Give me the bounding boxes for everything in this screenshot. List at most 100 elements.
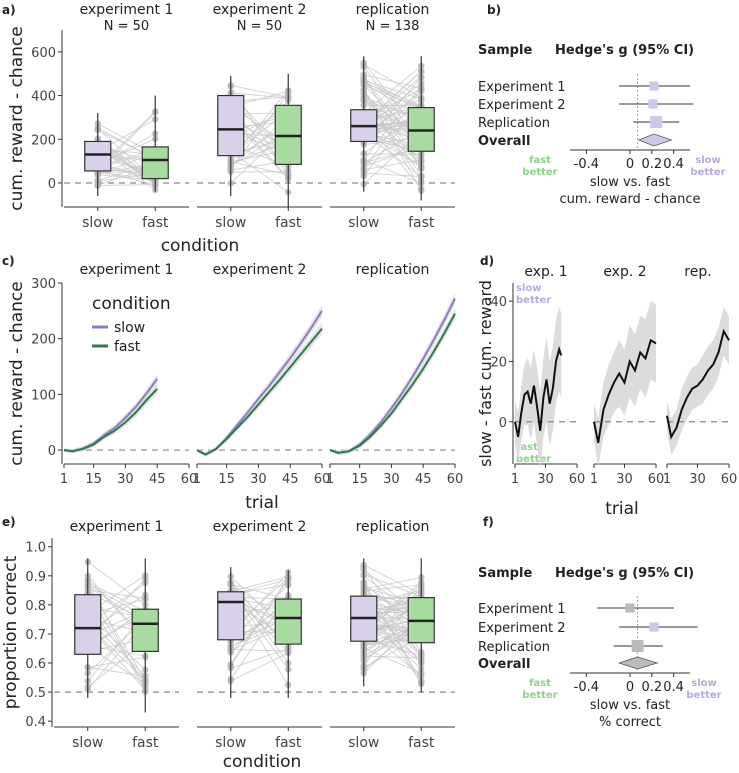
facet: exp. 2 1 30 60	[590, 264, 664, 487]
x-tick-label: 0.4	[663, 680, 684, 695]
subject-line	[363, 81, 422, 111]
y-tick-label: 0.9	[25, 570, 46, 585]
panel-b-reward-forest: b) Sample Hedge's g (95% CI) Experiment 1 Ex…	[478, 3, 726, 207]
box-fast	[131, 608, 159, 653]
panel-f-accuracy-forest: f) Sample Hedge's g (95% CI) Experiment 1 Ex…	[478, 515, 722, 730]
x-tick-label: 15	[85, 472, 102, 487]
y-axis-label: cum. reward - chance	[7, 281, 27, 465]
y-tick-label: 200	[31, 333, 56, 348]
difference-line	[593, 338, 657, 444]
x-tick-label: 1	[326, 472, 334, 487]
series-line-slow	[329, 298, 456, 454]
overall-diamond	[637, 133, 673, 147]
facet-n-label: N = 138	[366, 19, 420, 34]
facet-title: experiment 2	[213, 2, 307, 18]
facet-title: replication	[356, 262, 430, 278]
effect-square	[648, 99, 658, 109]
facet: rep. 1 30 60	[663, 264, 737, 487]
x-tick-label: slow	[72, 735, 103, 751]
series-line-fast	[63, 388, 158, 453]
fast-better-note: fast	[529, 678, 551, 689]
y-tick-label: 400	[31, 90, 56, 105]
subject-line	[87, 589, 146, 599]
facet-n-label: N = 50	[104, 19, 149, 34]
x-tick-label: fast	[408, 215, 435, 231]
subject-line	[230, 576, 289, 592]
ci-ribbon-slow	[330, 292, 455, 455]
facet-title: experiment 1	[70, 519, 164, 535]
slow-better-note: better	[686, 690, 721, 701]
facet: experiment 2 1 15 30 45 60	[193, 262, 330, 487]
x-axis-label: condition	[223, 752, 302, 772]
legend: condition slow fast	[92, 294, 171, 355]
x-axis-label: slow vs. fast	[590, 175, 670, 190]
facet: replication slow fast	[330, 519, 455, 751]
slow-better-note: slow	[695, 155, 721, 166]
subject-line	[363, 74, 422, 89]
x-tick-label: fast	[132, 735, 159, 751]
subject-line	[87, 656, 146, 668]
x-tick-label: slow	[348, 735, 379, 751]
x-tick-label: 0.4	[663, 157, 684, 172]
x-tick-label: -0.4	[574, 157, 599, 172]
x-tick-label: 60	[721, 472, 738, 487]
facet: experiment 1N = 50 slow fast	[64, 2, 189, 231]
y-axis-label: proportion correct	[1, 555, 21, 709]
y-tick-label: 0.7	[25, 628, 46, 643]
y-tick-label: 600	[31, 46, 56, 61]
header-sample: Sample	[478, 43, 532, 58]
x-tick-label: 60	[181, 472, 198, 487]
x-tick-label: 1	[193, 472, 201, 487]
facet-n-label: N = 50	[237, 19, 282, 34]
panel-label: c)	[2, 254, 15, 268]
subject-line	[363, 89, 422, 191]
facet: exp. 1 1 30 60	[511, 264, 585, 487]
subject-line	[230, 576, 289, 665]
slow-better-note: better	[690, 167, 725, 178]
facet-title: experiment 2	[213, 262, 307, 278]
panel-a-reward-boxplots: 0 200 400 600 cum. reward - chance condition a…	[2, 2, 455, 256]
x-tick-label: 30	[689, 472, 706, 487]
panel-label: f)	[483, 515, 494, 529]
study-label: Replication	[478, 116, 550, 131]
subject-line	[363, 576, 422, 590]
x-tick-label: 1	[60, 472, 68, 487]
effect-square	[650, 116, 663, 128]
subject-line	[230, 92, 289, 99]
y-tick-label: 200	[31, 133, 56, 148]
study-label: Replication	[478, 640, 550, 655]
overall-label: Overall	[478, 657, 530, 672]
x-tick-label: 30	[537, 472, 554, 487]
legend-title: condition	[92, 294, 171, 314]
x-tick-label: slow	[215, 215, 246, 231]
facet-title: replication	[356, 519, 430, 535]
header-effect: Hedge's g (95% CI)	[555, 566, 694, 581]
x-tick-label: 60	[648, 472, 665, 487]
x-axis-label: trial	[605, 499, 639, 519]
panel-label: e)	[2, 515, 16, 529]
facet: experiment 2 slow fast	[197, 519, 322, 751]
facet: replication 1 15 30 45 60	[326, 262, 463, 487]
ci-ribbon	[515, 307, 562, 471]
x-tick-label: fast	[275, 735, 302, 751]
fast-better-note: better	[522, 167, 557, 178]
difference-line	[514, 345, 563, 438]
subject-line	[230, 84, 289, 98]
study-label: Experiment 1	[478, 602, 566, 617]
y-tick-label: 20	[490, 355, 507, 370]
x-axis-label: condition	[161, 236, 240, 256]
ci-ribbon-slow	[64, 374, 158, 454]
x-tick-label: 60	[314, 472, 331, 487]
box-slow	[217, 591, 245, 641]
effect-square	[631, 640, 644, 652]
series-line-slow	[63, 378, 159, 453]
x-tick-label: 0	[626, 157, 634, 172]
subject-line	[87, 581, 146, 612]
slow-better-note: slow	[516, 283, 542, 294]
y-axis-label: cum. reward - chance	[7, 26, 27, 210]
facet: experiment 1 slow fast	[54, 519, 179, 751]
overall-label: Overall	[478, 134, 530, 149]
facet: experiment 1 1 15 30 45 60	[60, 262, 197, 487]
